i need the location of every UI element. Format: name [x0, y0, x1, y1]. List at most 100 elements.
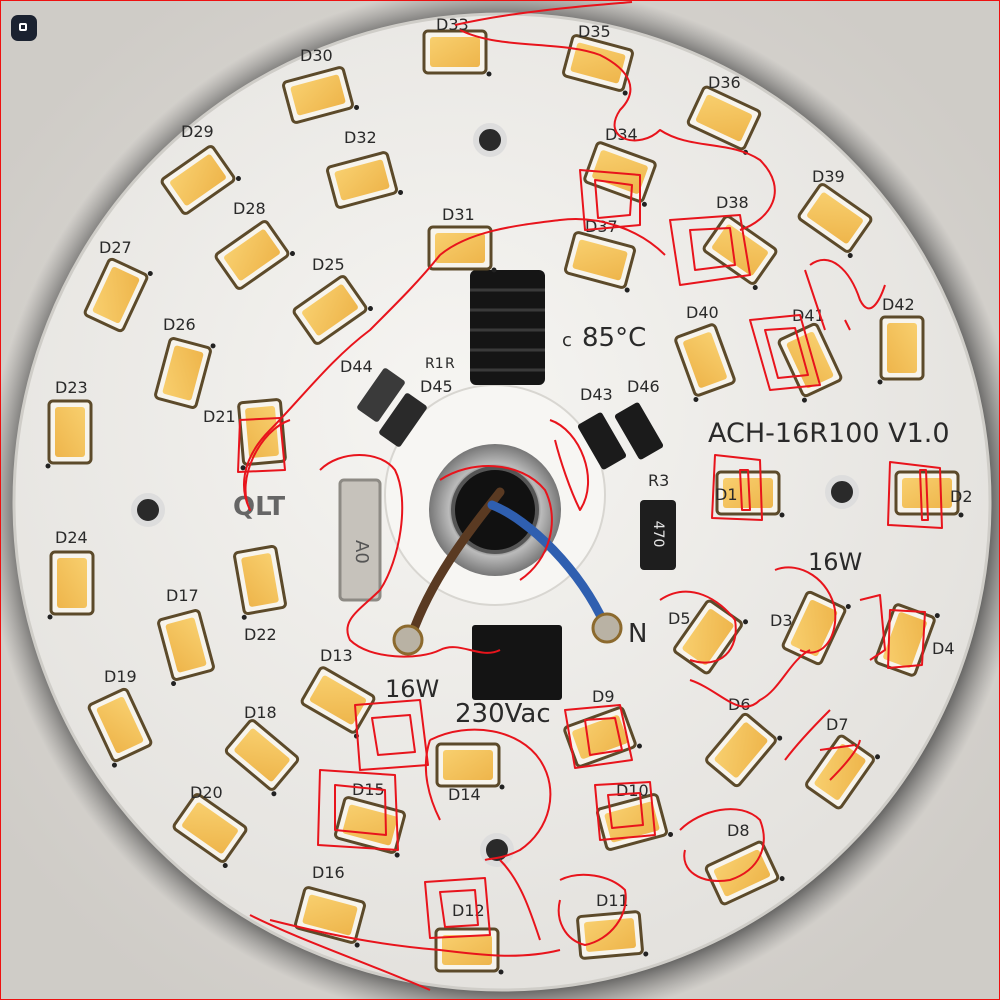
led-label-d25: D25 — [312, 255, 345, 274]
led-label-d24: D24 — [55, 528, 88, 547]
annotation-d41-box — [749, 314, 821, 391]
led-label-d9: D9 — [592, 687, 615, 706]
led-label-d14: D14 — [448, 785, 481, 804]
led-label-d37: D37 — [585, 217, 618, 236]
d46-label: D46 — [627, 377, 660, 396]
led-d5 — [673, 599, 749, 675]
solder-left — [392, 624, 424, 656]
smd-a0-body — [338, 478, 382, 602]
led-d39 — [797, 183, 873, 259]
power-label-top: 16W — [808, 548, 862, 576]
annotation-top-arc — [454, 1, 776, 231]
d43-label: D43 — [580, 385, 613, 404]
led-d19 — [87, 687, 153, 768]
led-d16 — [294, 886, 366, 948]
led-d11 — [576, 910, 649, 960]
led-d34 — [583, 141, 657, 207]
annotation-d31-arc — [243, 218, 666, 511]
led-label-d16: D16 — [312, 863, 345, 882]
led-layer: D1 D2D3D4D5D6D7D8D9D10D11D12D13D14D15D16D… — [45, 15, 973, 975]
mounting-holes — [131, 123, 859, 867]
led-label-d21: D21 — [203, 407, 236, 426]
annotation-d13-box — [354, 699, 429, 771]
red-annotations — [237, 1, 943, 991]
led-label-d28: D28 — [233, 199, 266, 218]
led-label-d35: D35 — [578, 22, 611, 41]
annotation-d15-box — [317, 769, 399, 851]
mounting-hole-top — [473, 123, 507, 157]
voltage-label: 230Vac — [455, 699, 551, 729]
led-d30 — [282, 66, 360, 124]
led-label-d3: D3 — [770, 611, 793, 630]
annotation-center-left — [319, 454, 501, 658]
annotation-d14-blob — [424, 728, 552, 861]
led-d18 — [224, 719, 300, 797]
diode-d46-body — [614, 402, 664, 460]
led-label-d30: D30 — [300, 46, 333, 65]
annotation-d21-box — [237, 417, 286, 473]
heatsink — [470, 270, 545, 385]
temperature-label: 85°C — [582, 323, 646, 353]
led-d28 — [214, 220, 295, 290]
led-d42 — [877, 315, 925, 385]
led-label-d22: D22 — [244, 625, 277, 644]
annotation-d42-lines — [804, 259, 886, 331]
annotation-d10-box — [594, 781, 656, 841]
led-label-d26: D26 — [163, 315, 196, 334]
power-label-bottom: 16W — [385, 675, 439, 703]
led-d24 — [47, 550, 95, 620]
annotation-d38-box — [669, 214, 751, 286]
led-d33 — [422, 29, 492, 77]
led-label-d29: D29 — [181, 122, 214, 141]
annotation-d2-box — [887, 461, 943, 529]
mounting-hole-right — [825, 475, 859, 509]
led-label-d2: D2 — [950, 487, 973, 506]
d44-label: D44 — [340, 357, 373, 376]
led-label-d31: D31 — [442, 205, 475, 224]
led-d23 — [45, 399, 93, 469]
small-label-r1: R1 — [425, 356, 444, 372]
led-d29 — [160, 145, 241, 215]
led-d20 — [172, 793, 248, 869]
annotation-d8-box — [679, 808, 765, 882]
app-corner-button[interactable] — [11, 15, 37, 41]
resistor-r3-label: R3 — [648, 471, 669, 490]
small-label-r: R — [445, 356, 455, 372]
led-label-d13: D13 — [320, 646, 353, 665]
resistor-r3 — [640, 500, 676, 570]
annotation-d1-box — [711, 454, 763, 521]
led-label-d11: D11 — [596, 891, 629, 910]
led-label-d7: D7 — [826, 715, 849, 734]
resistor-value: 470 — [650, 521, 666, 548]
led-label-d23: D23 — [55, 378, 88, 397]
led-d31 — [427, 225, 497, 273]
led-label-d32: D32 — [344, 128, 377, 147]
diode-d43-body — [577, 412, 627, 470]
driver-chip — [472, 625, 562, 700]
led-label-d40: D40 — [686, 303, 719, 322]
led-d25 — [292, 275, 373, 345]
annotation-d11-box — [557, 873, 627, 946]
annotation-d12-box — [424, 877, 491, 939]
board-text: ACH-16R100 V1.0 16W 16W 230Vac 85°C N R3… — [233, 323, 950, 729]
led-label-d20: D20 — [190, 783, 223, 802]
led-d21 — [237, 398, 287, 471]
diode-d44-body — [357, 368, 405, 422]
led-label-d15: D15 — [352, 780, 385, 799]
led-d22 — [233, 544, 287, 620]
led-label-d17: D17 — [166, 586, 199, 605]
led-label-d12: D12 — [452, 901, 485, 920]
annotation-d9-box — [564, 704, 633, 769]
led-label-d4: D4 — [932, 639, 955, 658]
led-label-d38: D38 — [716, 193, 749, 212]
led-d40 — [674, 323, 736, 402]
smd-a0-mark: A0 — [351, 540, 372, 564]
wire-blue — [487, 500, 610, 630]
led-d32 — [326, 151, 404, 209]
led-label-d36: D36 — [708, 73, 741, 92]
annotation-d5-d6 — [659, 590, 811, 708]
led-label-d5: D5 — [668, 609, 691, 628]
small-label-c: c — [562, 330, 572, 351]
brand-logo: QLT — [233, 492, 285, 522]
